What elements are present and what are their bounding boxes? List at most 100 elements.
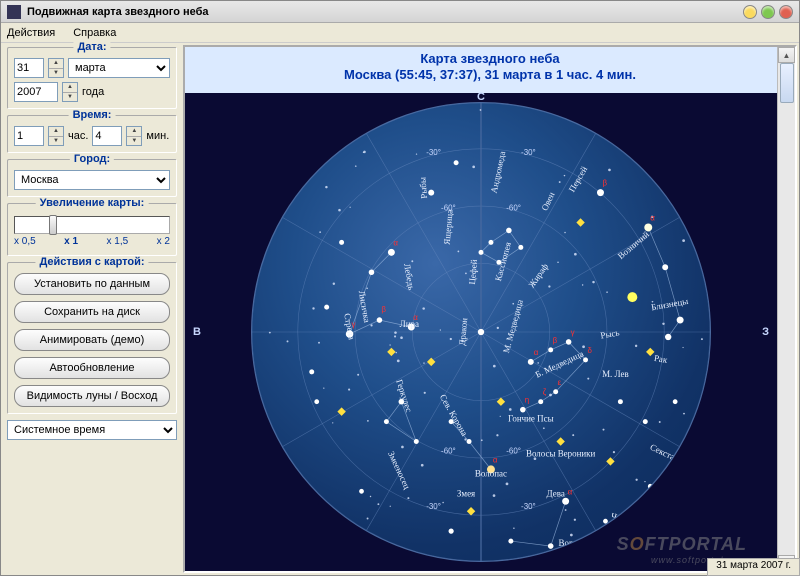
map-header: Карта звездного неба Москва (55:45, 37:3…	[185, 47, 795, 86]
day-spinner[interactable]: ▲▼	[48, 58, 64, 78]
svg-text:β: β	[553, 336, 558, 345]
svg-text:-30°: -30°	[521, 502, 536, 511]
scroll-up-button[interactable]: ▲	[778, 47, 795, 63]
vertical-scrollbar[interactable]: ▲ ▼	[777, 47, 795, 571]
svg-text:-30°: -30°	[426, 148, 441, 157]
svg-text:ε: ε	[558, 378, 562, 387]
menu-help[interactable]: Справка	[73, 27, 116, 39]
time-source-select[interactable]: Системное время	[7, 420, 177, 440]
svg-text:Рак: Рак	[653, 353, 668, 365]
menu-actions[interactable]: Действия	[7, 27, 55, 39]
zoom-label: x 0,5	[14, 236, 36, 247]
year-spinner[interactable]: ▲▼	[62, 82, 78, 102]
action-button-3[interactable]: Автообновление	[14, 357, 170, 379]
city-group: Город: Москва	[7, 159, 177, 197]
minute-input[interactable]	[92, 126, 122, 146]
zoom-slider[interactable]	[14, 216, 170, 234]
day-input[interactable]	[14, 58, 44, 78]
time-group-title: Время:	[69, 109, 116, 121]
svg-text:Возничий: Возничий	[616, 229, 651, 261]
svg-text:Волосы Вероники: Волосы Вероники	[526, 448, 596, 458]
svg-text:-60°: -60°	[506, 447, 521, 456]
zoom-label: x 2	[157, 236, 170, 247]
close-button[interactable]	[779, 5, 793, 19]
zoom-slider-thumb[interactable]	[49, 215, 57, 235]
svg-text:Секстант: Секстант	[649, 442, 685, 466]
actions-group: Действия с картой: Установить по даннымС…	[7, 262, 177, 414]
cardinal-west: З	[762, 326, 769, 338]
svg-text:Сев. Корона: Сев. Корона	[438, 393, 470, 438]
svg-text:Рысь: Рысь	[600, 327, 621, 340]
sky-area[interactable]: С В З -30°-30°-30°-30°-60°-60°-60°-60° А…	[185, 93, 777, 571]
zoom-scale-labels: x 0,5 x 1 x 1,5 x 2	[14, 236, 170, 247]
map-subtitle: Москва (55:45, 37:37), 31 марта в 1 час.…	[185, 67, 795, 83]
svg-text:М. Лев: М. Лев	[602, 369, 629, 379]
svg-text:Змея: Змея	[457, 488, 475, 498]
date-group-title: Дата:	[73, 41, 110, 53]
svg-text:α: α	[534, 348, 539, 357]
zoom-label: x 1	[64, 236, 78, 247]
svg-text:М. Медведица: М. Медведица	[501, 298, 525, 354]
svg-text:ζ: ζ	[543, 388, 547, 397]
year-input[interactable]	[14, 82, 58, 102]
sidebar: Дата: ▲▼ январяфевралямартаапрелямаяиюня…	[1, 43, 183, 575]
svg-text:γ: γ	[571, 328, 575, 337]
svg-text:α: α	[568, 487, 573, 496]
app-icon	[7, 5, 21, 19]
sky-circle: -30°-30°-30°-30°-60°-60°-60°-60° Андроме…	[251, 102, 711, 562]
minute-spinner[interactable]: ▲▼	[126, 126, 142, 146]
svg-text:Змееносец: Змееносец	[386, 450, 412, 491]
map-title: Карта звездного неба	[185, 51, 795, 67]
hour-spinner[interactable]: ▲▼	[48, 126, 64, 146]
svg-text:Близнецы: Близнецы	[650, 296, 689, 312]
year-suffix: года	[82, 86, 104, 98]
action-button-0[interactable]: Установить по данным	[14, 273, 170, 295]
svg-text:Гончие Псы: Гончие Псы	[508, 414, 554, 424]
maximize-button[interactable]	[761, 5, 775, 19]
svg-text:Чаша: Чаша	[610, 511, 633, 526]
svg-text:Андромеда: Андромеда	[489, 150, 508, 194]
window-title: Подвижная карта звездного неба	[27, 6, 209, 18]
svg-text:Лебедь: Лебедь	[402, 263, 417, 291]
month-select[interactable]: январяфевралямартаапрелямаяиюняиюляавгус…	[68, 58, 170, 78]
scroll-thumb[interactable]	[780, 63, 794, 103]
zoom-group: Увеличение карты: x 0,5x 1x 1,5x 2	[7, 203, 177, 256]
svg-text:Ящерица: Ящерица	[442, 209, 455, 245]
city-select[interactable]: Москва	[14, 170, 170, 190]
svg-text:Геркулес: Геркулес	[394, 378, 414, 413]
svg-text:Волопас: Волопас	[475, 468, 507, 478]
svg-text:Овен: Овен	[539, 190, 556, 212]
titlebar: Подвижная карта звездного неба	[1, 1, 799, 23]
zoom-label: x 1,5	[107, 236, 129, 247]
svg-text:Рыбы: Рыбы	[417, 177, 429, 199]
svg-text:α: α	[413, 313, 418, 322]
hour-input[interactable]	[14, 126, 44, 146]
svg-text:Персей: Персей	[567, 164, 590, 193]
svg-text:δ: δ	[588, 346, 593, 355]
svg-text:Жираф: Жираф	[526, 261, 550, 289]
svg-text:β: β	[602, 179, 607, 188]
star-chart: -30°-30°-30°-30°-60°-60°-60°-60° Андроме…	[252, 103, 710, 561]
date-group: Дата: ▲▼ январяфевралямартаапрелямаяиюня…	[7, 47, 177, 109]
svg-text:η: η	[525, 396, 529, 405]
svg-text:γ: γ	[352, 320, 356, 329]
zoom-group-title: Увеличение карты:	[36, 197, 149, 209]
city-group-title: Город:	[70, 153, 114, 165]
hour-suffix: час.	[68, 130, 88, 142]
svg-text:β: β	[381, 305, 386, 314]
svg-text:Дева: Дева	[547, 488, 565, 498]
svg-text:-30°: -30°	[521, 148, 536, 157]
minimize-button[interactable]	[743, 5, 757, 19]
statusbar: 31 марта 2007 г.	[707, 558, 800, 576]
cardinal-east: В	[193, 326, 201, 338]
action-button-4[interactable]: Видимость луны / Восход	[14, 385, 170, 407]
svg-text:Дракон: Дракон	[457, 317, 469, 346]
action-button-1[interactable]: Сохранить на диск	[14, 301, 170, 323]
svg-text:α: α	[493, 455, 498, 464]
menubar: Действия Справка	[1, 23, 799, 43]
svg-text:-30°: -30°	[426, 502, 441, 511]
action-button-2[interactable]: Анимировать (демо)	[14, 329, 170, 351]
map-panel: Карта звездного неба Москва (55:45, 37:3…	[183, 45, 797, 573]
status-date: 31 марта 2007 г.	[716, 560, 791, 571]
minute-suffix: мин.	[146, 130, 169, 142]
